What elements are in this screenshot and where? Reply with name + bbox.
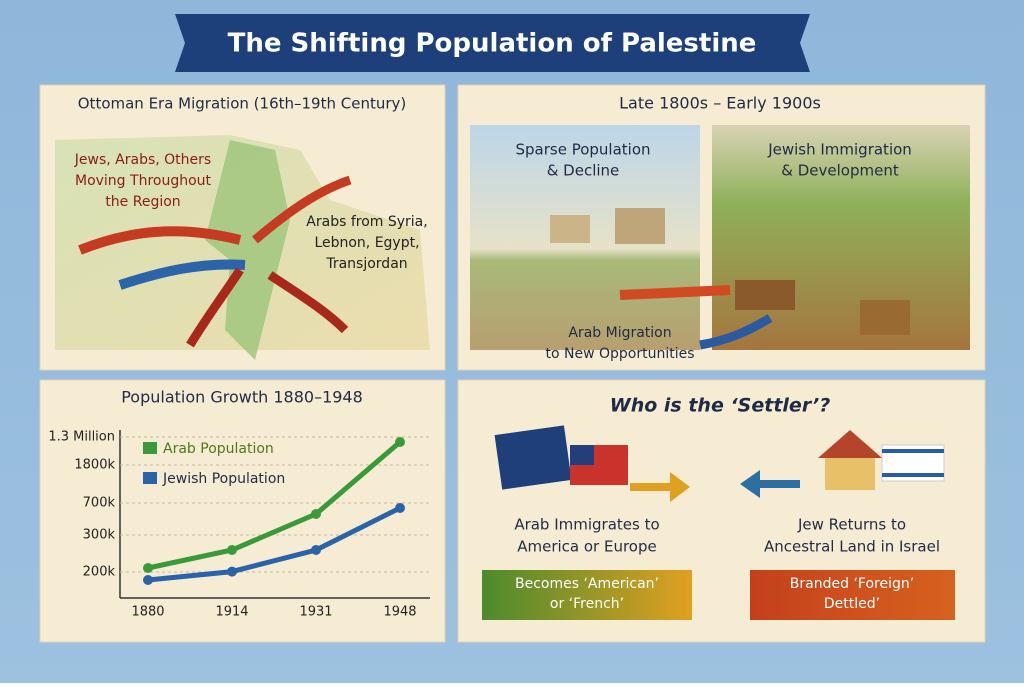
data-point	[227, 545, 237, 555]
series-line	[147, 505, 402, 583]
column-caption: America or Europe	[517, 538, 657, 556]
building	[550, 215, 590, 243]
y-tick-label: 200k	[83, 565, 116, 580]
arrow	[267, 271, 349, 334]
data-point	[395, 437, 405, 447]
y-tick-label: 300k	[83, 528, 116, 543]
badge-text: Dettled’	[824, 596, 880, 612]
map-label: Jews, Arabs, Others	[74, 152, 211, 168]
legend-swatch	[143, 472, 157, 484]
arrow	[118, 259, 246, 290]
legend-label: Jewish Population	[162, 471, 285, 487]
legend-label: Arab Population	[163, 441, 274, 457]
map-label: the Region	[105, 194, 180, 210]
map-label: Transjordan	[325, 256, 407, 272]
house-roof	[818, 430, 882, 458]
column-caption: Ancestral Land in Israel	[764, 538, 940, 556]
panel-title: Late 1800s – Early 1900s	[619, 94, 821, 113]
us-flag-canton	[570, 445, 594, 465]
arrow	[186, 267, 244, 348]
crate	[735, 280, 795, 310]
x-tick-label: 1931	[299, 605, 332, 620]
flag-stripe	[882, 473, 944, 477]
data-point	[311, 509, 321, 519]
map-label: Moving Throughout	[75, 173, 212, 189]
note: to New Opportunities	[545, 346, 694, 362]
panel-title: Who is the ‘Settler’?	[610, 395, 830, 417]
column-caption: Jew Returns to	[797, 516, 906, 534]
title-banner	[175, 14, 810, 72]
x-tick-label: 1880	[131, 605, 164, 620]
arrow	[699, 314, 773, 350]
x-tick-label: 1914	[215, 605, 248, 620]
series-line	[147, 440, 402, 571]
data-point	[227, 566, 237, 577]
page-title: The Shifting Population of Palestine	[228, 29, 757, 59]
building	[615, 208, 665, 244]
house	[825, 455, 875, 490]
arrow	[740, 470, 800, 498]
data-point	[395, 503, 405, 513]
badge-text: Branded ‘Foreign’	[790, 576, 914, 592]
scene-caption: Sparse Population	[515, 141, 650, 159]
badge-text: Becomes ‘American’	[515, 576, 659, 592]
scene-image	[712, 125, 970, 350]
x-tick-label: 1948	[383, 605, 416, 620]
arrow	[78, 226, 242, 255]
data-point	[143, 575, 153, 585]
panel	[39, 379, 446, 643]
data-point	[311, 545, 321, 555]
crate	[860, 300, 910, 335]
y-tick-label: 1.3 Million	[48, 430, 115, 445]
badge	[750, 570, 955, 620]
note: Arab Migration	[568, 325, 671, 341]
badge-text: or ‘French’	[550, 596, 624, 612]
data-point	[143, 563, 153, 573]
arrow	[619, 285, 731, 300]
scene-caption: & Decline	[547, 162, 620, 180]
map-label: Arabs from Syria,	[306, 214, 427, 230]
map-label: Lebnon, Egypt,	[314, 235, 419, 251]
passport	[494, 425, 572, 490]
y-tick-label: 1800k	[74, 458, 115, 473]
map-region	[205, 140, 290, 360]
arrow	[630, 472, 690, 502]
flag-stripe	[882, 449, 944, 453]
column-caption: Arab Immigrates to	[514, 516, 659, 534]
badge	[482, 570, 692, 620]
panel-title: Ottoman Era Migration (16th–19th Century…	[78, 95, 406, 113]
arrow	[252, 175, 352, 244]
legend-swatch	[143, 442, 157, 454]
scene-caption: & Development	[781, 162, 899, 180]
panel-title: Population Growth 1880–1948	[121, 388, 363, 407]
y-tick-label: 700k	[83, 496, 116, 511]
scene-caption: Jewish Immigration	[767, 141, 912, 159]
